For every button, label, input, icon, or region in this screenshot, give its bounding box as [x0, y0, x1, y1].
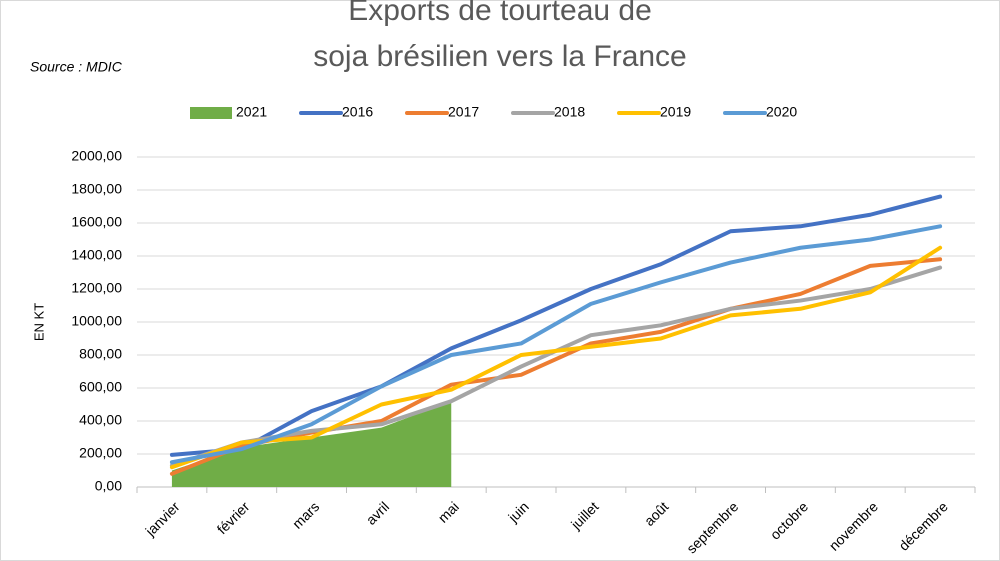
y-axis-label: EN KT — [31, 303, 46, 341]
legend-swatch — [190, 107, 232, 119]
area — [171, 401, 452, 487]
source-note: Source : MDIC — [30, 59, 123, 75]
legend-label: 2017 — [448, 104, 479, 120]
line — [169, 245, 943, 470]
y-tick-label: 400,00 — [79, 412, 122, 428]
y-tick-label: 1600,00 — [71, 214, 122, 230]
y-tick-label: 1200,00 — [71, 280, 122, 296]
line — [169, 194, 943, 457]
legend-label: 2018 — [554, 104, 585, 120]
line — [169, 224, 943, 465]
y-tick-label: 200,00 — [79, 445, 122, 461]
y-tick-label: 800,00 — [79, 346, 122, 362]
y-tick-label: 1000,00 — [71, 313, 122, 329]
legend-label: 2016 — [342, 104, 373, 120]
chart-title: soja brésilien vers la France — [313, 40, 687, 73]
y-tick-label: 600,00 — [79, 379, 122, 395]
y-tick-label: 1800,00 — [71, 181, 122, 197]
legend-label: 2021 — [236, 104, 267, 120]
legend-label: 2020 — [766, 104, 797, 120]
chart-title: Exports de tourteau de — [348, 0, 652, 27]
y-tick-label: 1400,00 — [71, 247, 122, 263]
y-tick-label: 0,00 — [95, 478, 122, 494]
y-tick-label: 2000,00 — [71, 148, 122, 164]
legend-label: 2019 — [660, 104, 691, 120]
